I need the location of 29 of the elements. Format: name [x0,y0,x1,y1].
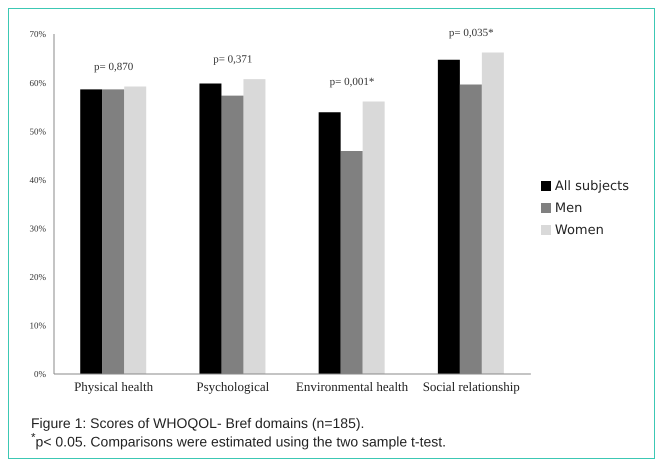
x-tick-label: Environmental health [296,379,409,394]
bar [80,89,102,374]
bar [438,60,460,374]
y-tick-label: 30% [30,223,46,234]
legend-label: Men [554,201,582,216]
text: $^{*}$p< 0.05. Comparisons were estimated using the two sample t-test. [31,431,446,450]
y-tick-label: 40% [30,174,46,185]
annotation: p= 0,371 [213,54,252,66]
bar [362,102,385,374]
y-tick-label: 20% [30,272,46,282]
y-tick-label: 10% [30,320,46,331]
x-tick-label: Psychological [196,379,270,394]
x-tick-label: Social relationship [422,379,520,394]
y-tick-label: 0% [34,369,46,380]
bar [243,79,266,374]
bar [318,112,341,374]
legend-label: All subjects [554,179,629,194]
annotation: p= 0,001* [330,76,374,88]
annotation: p= 0,870 [94,60,134,73]
annotation: p= 0,035* [448,26,494,39]
y-tick-label: 60% [30,78,46,88]
legend-label: Women [554,223,604,238]
bar [124,86,146,374]
x-tick-label: Physical health [74,379,154,394]
bar [482,52,504,374]
bar [199,84,222,374]
y-tick-label: 70% [30,29,46,40]
text: Figure 1: Scores of WHOQOL- Bref domains (n=185). [31,415,364,431]
y-tick-label: 50% [30,126,46,136]
